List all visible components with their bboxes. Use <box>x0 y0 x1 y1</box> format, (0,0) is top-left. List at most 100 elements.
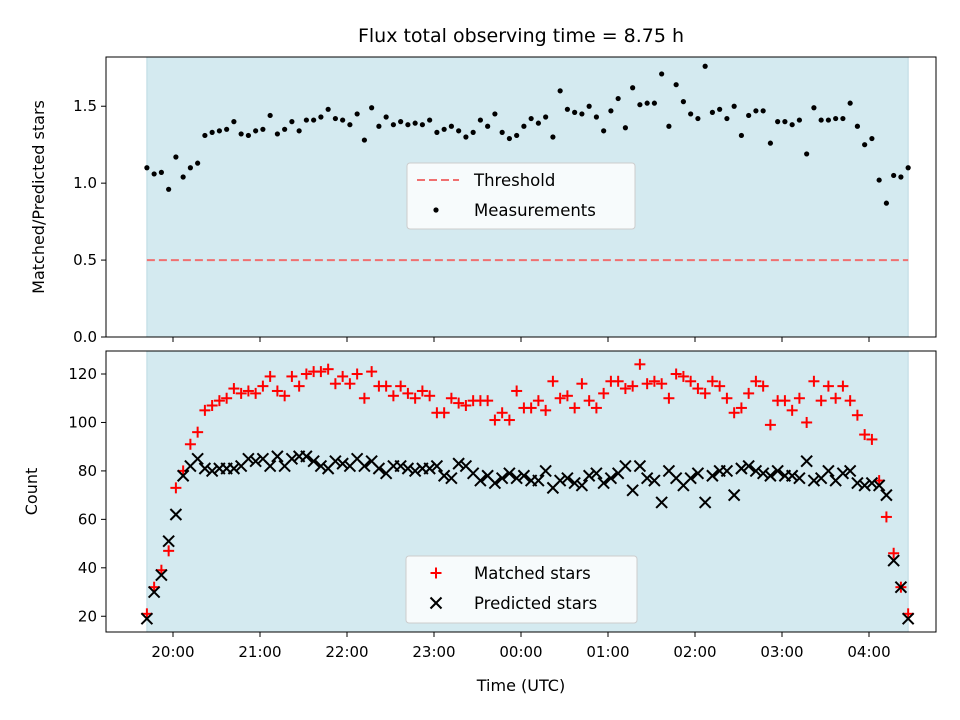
measurement-point <box>267 112 273 119</box>
predicted-star-marker-b <box>691 467 705 480</box>
measurement-point <box>876 177 882 183</box>
matched-star-marker <box>264 370 276 382</box>
measurement-point <box>564 106 571 112</box>
measurement-point <box>891 172 897 179</box>
predicted-star-marker-b <box>619 459 632 473</box>
measurement-point <box>441 126 447 132</box>
predicted-star-marker-b <box>771 464 784 478</box>
measurement-point <box>753 108 759 114</box>
measurement-point <box>224 126 230 132</box>
matched-star-marker <box>880 511 892 523</box>
measurement-point <box>238 131 244 137</box>
bottom-panel: 20 40 60 80 100 120 20:00 21:00 22:00 23:00 00:00… <box>22 350 937 695</box>
matched-star-marker <box>808 375 820 387</box>
matched-star-marker <box>699 387 711 399</box>
predicted-star-marker <box>793 471 806 485</box>
predicted-star-marker-b <box>582 469 596 482</box>
measurement-point <box>311 117 317 123</box>
measurement-point <box>572 109 578 115</box>
measurement-point <box>456 128 462 134</box>
predicted-star-marker-b <box>756 467 770 480</box>
predicted-star-marker-b <box>626 484 639 497</box>
predicted-star-marker-b <box>575 479 589 492</box>
predicted-star-marker-b <box>901 612 915 625</box>
matched-star-marker <box>525 402 537 414</box>
x-tick-label: 04:00 <box>847 643 890 661</box>
matched-star-marker <box>344 378 356 390</box>
predicted-star-marker-b <box>336 457 349 470</box>
matched-star-marker <box>445 392 457 404</box>
measurement-point <box>303 117 309 123</box>
predicted-star-marker-b <box>510 471 523 485</box>
measurement-point <box>347 122 353 128</box>
legend-predicted-marker-b <box>429 596 443 610</box>
predicted-star-marker <box>532 474 545 487</box>
measurement-point <box>506 135 512 142</box>
x-tick-label: 03:00 <box>760 643 803 661</box>
predicted-star-marker <box>263 459 277 473</box>
predicted-star-marker <box>488 476 502 490</box>
bottom-y-tick-label: 20 <box>78 607 97 625</box>
measurement-point <box>746 112 752 119</box>
predicted-star-marker <box>285 452 299 466</box>
predicted-star-marker-b <box>749 464 763 478</box>
predicted-star-marker-b <box>474 474 487 487</box>
matched-star-marker <box>271 385 283 397</box>
measurement-point <box>492 111 498 117</box>
predicted-star-marker <box>169 508 183 521</box>
matched-star-marker <box>395 380 407 392</box>
predicted-star-marker-b <box>532 474 545 487</box>
top-y-axis-label: Matched/Predicted stars <box>29 100 48 294</box>
legend-threshold-label: Threshold <box>473 171 555 190</box>
matched-star-marker <box>540 404 552 416</box>
matched-star-markers <box>141 358 914 620</box>
predicted-star-marker-b <box>394 459 407 473</box>
x-tick-label: 23:00 <box>412 643 455 661</box>
matched-star-marker <box>250 387 262 399</box>
legend-matched-marker <box>430 567 442 579</box>
matched-star-marker <box>293 380 305 392</box>
predicted-star-marker-b <box>488 476 502 490</box>
predicted-star-marker-b <box>205 464 219 478</box>
top-legend: Threshold Measurements <box>406 162 636 230</box>
predicted-star-marker <box>358 459 371 473</box>
matched-star-marker <box>503 414 515 426</box>
predicted-star-marker <box>155 568 168 582</box>
predicted-star-marker-b <box>162 534 175 548</box>
predicted-star-marker-b <box>851 476 864 490</box>
measurement-point <box>528 115 534 122</box>
measurement-point <box>601 128 607 134</box>
predicted-star-marker <box>894 580 908 594</box>
matched-star-marker <box>728 407 740 419</box>
matched-star-marker <box>511 385 523 397</box>
matched-star-marker <box>888 547 900 559</box>
top-y-tick-label: 1.0 <box>73 174 97 192</box>
x-axis-label: Time (UTC) <box>476 676 565 695</box>
measurement-point <box>383 114 389 120</box>
predicted-star-marker <box>401 462 415 475</box>
matched-star-marker <box>663 392 675 404</box>
measurement-point <box>187 165 193 171</box>
predicted-star-marker <box>452 457 465 470</box>
measurement-point <box>477 117 483 123</box>
predicted-star-marker <box>843 464 857 478</box>
matched-star-marker <box>532 395 544 407</box>
top-y-ticks: 0.0 0.5 1.0 1.5 <box>73 97 106 346</box>
matched-star-marker <box>242 385 254 397</box>
bottom-legend: Matched stars Predicted stars <box>405 555 638 624</box>
predicted-star-marker-b <box>793 471 806 485</box>
matched-star-marker <box>598 387 610 399</box>
bottom-y-tick-label: 120 <box>68 365 97 383</box>
predicted-star-marker <box>742 459 755 473</box>
measurement-point <box>369 105 375 111</box>
predicted-star-marker-b <box>590 467 603 480</box>
predicted-star-marker-b <box>365 455 378 468</box>
measurement-point <box>818 117 824 123</box>
predicted-star-marker-b <box>350 452 364 466</box>
predicted-star-marker <box>872 479 886 492</box>
matched-star-marker <box>387 390 399 402</box>
matched-star-marker <box>866 433 878 445</box>
predicted-star-marker <box>684 471 697 485</box>
predicted-star-marker-b <box>495 471 509 485</box>
matched-star-marker <box>779 395 791 407</box>
